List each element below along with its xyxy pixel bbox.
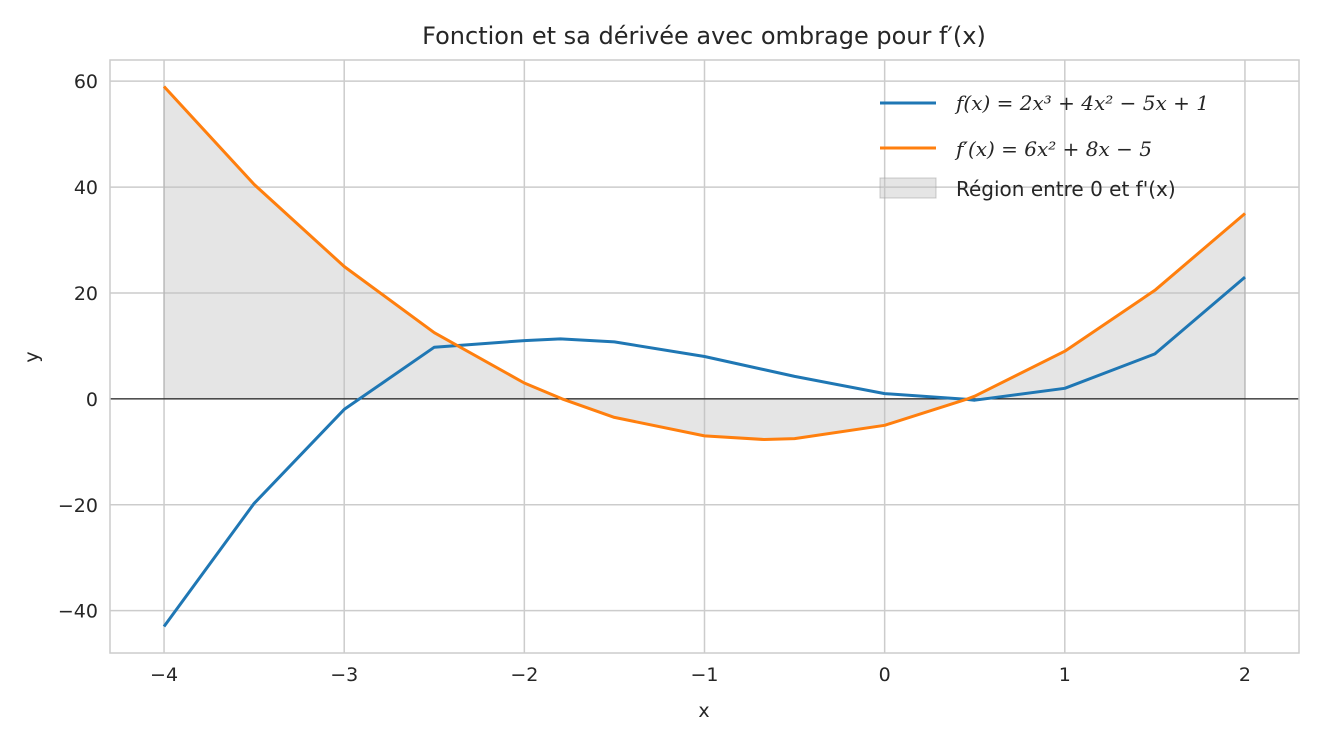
x-tick-label: 2 [1239,664,1251,686]
series-line-fprime [162,85,1246,441]
x-tick-label: −2 [510,664,538,686]
x-tick-labels: −4 −3 −2 −1 0 1 2 [150,664,1251,686]
y-tick-label: 20 [74,283,98,305]
legend-swatch-fill [879,177,937,199]
y-axis-label: y [21,351,43,362]
plot-frame [109,59,1300,654]
x-tick-label: −4 [150,664,178,686]
series-line-f [162,275,1246,628]
y-tick-label: 0 [86,389,98,411]
y-tick-labels: −40 −20 0 20 40 60 [58,71,98,622]
legend-label-f: f(x) = 2x³ + 4x² − 5x + 1 [954,91,1209,115]
y-tick-label: 40 [74,177,98,199]
legend-label-fill: Région entre 0 et f'(x) [956,177,1176,201]
x-tick-label: 0 [879,664,891,686]
x-tick-label: −1 [690,664,718,686]
y-tick-label: 60 [74,71,98,93]
x-axis-label: x [698,700,709,722]
y-tick-label: −20 [58,495,98,517]
y-tick-label: −40 [58,601,98,623]
x-tick-label: −3 [330,664,358,686]
chart-title: Fonction et sa dérivée avec ombrage pour… [422,22,986,50]
legend: f(x) = 2x³ + 4x² − 5x + 1 f′(x) = 6x² + … [879,91,1209,201]
legend-label-fprime: f′(x) = 6x² + 8x − 5 [954,137,1152,161]
x-tick-label: 1 [1059,664,1071,686]
